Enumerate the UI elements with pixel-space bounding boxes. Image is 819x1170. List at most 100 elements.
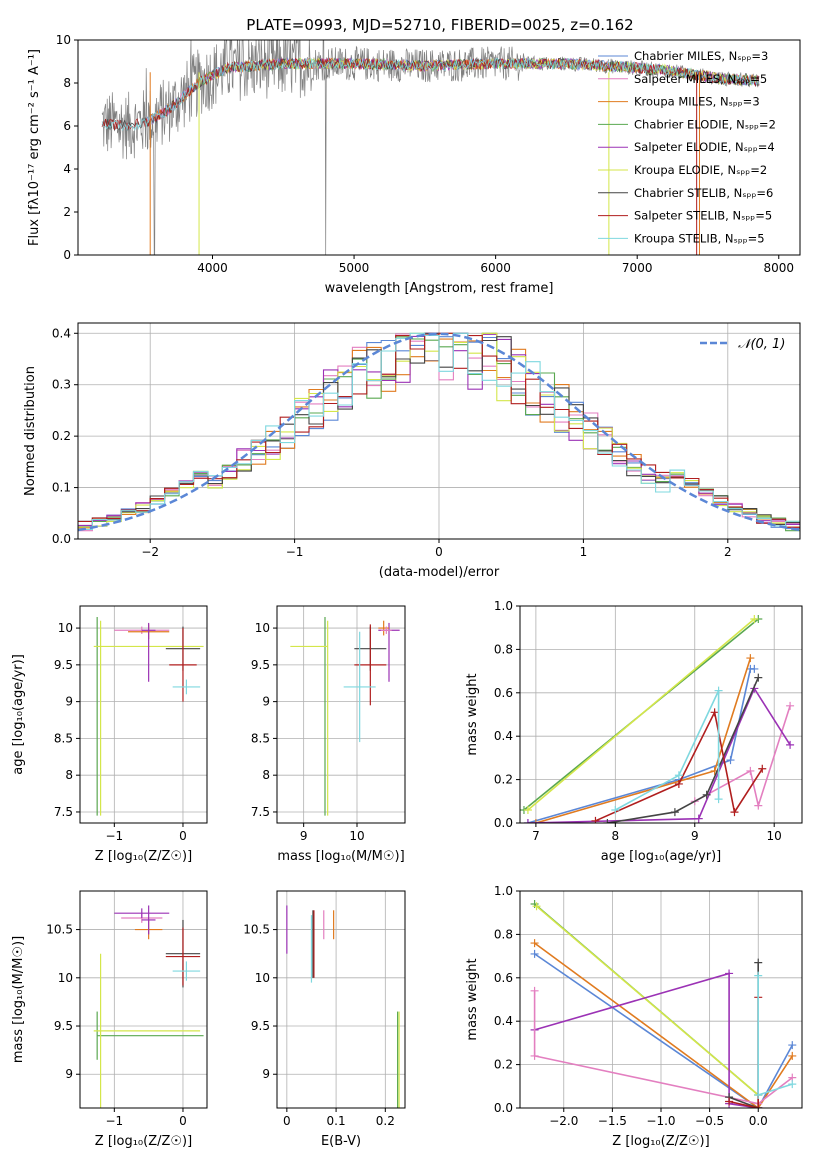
y-tick-label: 0.4: [494, 729, 513, 743]
x-tick-label: −1: [286, 545, 304, 559]
y-tick-label: 0.0: [494, 816, 513, 830]
x-axis-label: age [log₁₀(age/yr)]: [601, 849, 722, 864]
model-spectrum: [101, 57, 760, 131]
y-tick-label: 7.5: [54, 805, 73, 819]
panel-spectrum: 4000 5000 6000 7000 8000 0 2 4 6 8 10 wavelength [A…: [27, 33, 801, 296]
legend-label: Chabrier MILES, Nₛₚₚ=3: [634, 49, 768, 63]
y-tick-label: 10.5: [243, 923, 270, 937]
y-tick-label: 0: [63, 248, 71, 262]
weight-line: [728, 962, 759, 1108]
x-tick-label: −1: [105, 1114, 123, 1128]
weight-marker: [714, 795, 723, 804]
y-axis-label: mass [log₁₀(M/M☉)]: [11, 936, 26, 1063]
weight-marker: [746, 766, 755, 775]
x-tick-label: 8: [612, 829, 620, 843]
x-tick-label: 7000: [622, 261, 653, 275]
x-tick-label: −1.0: [646, 1114, 675, 1128]
weight-marker: [746, 654, 755, 663]
y-axis-label: mass weight: [465, 673, 480, 755]
weight-marker: [788, 1080, 797, 1089]
panel-residuals: −2 −1 0 1 2 0.0 0.1 0.2 0.3 0.4 (data-model)/error…: [23, 322, 801, 580]
y-tick-label: 9: [262, 695, 270, 709]
weight-marker: [754, 1090, 763, 1099]
y-tick-label: 0.2: [494, 1058, 513, 1072]
weight-marker: [523, 819, 532, 823]
x-tick-label: 10: [767, 829, 782, 843]
x-axis-label: wavelength [Angstrom, rest frame]: [325, 281, 554, 296]
plot-area: [520, 615, 795, 823]
legend-label: 𝒩(0, 1): [738, 337, 785, 352]
weight-marker: [710, 708, 719, 717]
y-tick-label: 8.5: [54, 731, 73, 745]
plot-area: [93, 905, 204, 1108]
axes-frame: [276, 890, 406, 1109]
weight-marker: [670, 808, 679, 817]
y-tick-label: 9.5: [54, 658, 73, 672]
y-tick-label: 9: [262, 1067, 270, 1081]
x-tick-label: 6000: [480, 261, 511, 275]
legend-label: Kroupa MILES, Nₛₚₚ=3: [634, 95, 760, 109]
legend-label: Chabrier STELIB, Nₛₚₚ=6: [634, 186, 773, 200]
x-tick-label: 7: [532, 829, 540, 843]
weight-marker: [702, 790, 711, 799]
y-tick-label: 0.8: [494, 927, 513, 941]
x-axis-label: (data-model)/error: [379, 565, 500, 580]
y-tick-label: 0.6: [494, 686, 513, 700]
weight-marker: [530, 949, 539, 958]
weight-marker: [530, 986, 539, 995]
y-tick-label: 1.0: [494, 884, 513, 898]
y-tick-label: 6: [63, 119, 71, 133]
weight-marker: [531, 819, 540, 823]
y-tick-label: 0.4: [494, 1014, 513, 1028]
y-tick-label: 1.0: [494, 599, 513, 613]
legend-label: Kroupa STELIB, Nₛₚₚ=5: [634, 231, 765, 245]
y-axis-label: Normed distribution: [23, 366, 38, 496]
y-tick-label: 10: [255, 621, 270, 635]
legend-label: Kroupa ELODIE, Nₛₚₚ=2: [634, 163, 767, 177]
legend-label: Salpeter ELODIE, Nₛₚₚ=4: [634, 140, 775, 154]
weight-line: [534, 942, 793, 1108]
plot-area: [93, 617, 204, 816]
weight-line: [533, 990, 793, 1105]
legend-label: Chabrier ELODIE, Nₛₚₚ=2: [634, 117, 776, 131]
weight-marker: [788, 1051, 797, 1060]
y-tick-label: 0.2: [494, 773, 513, 787]
model-spectrum: [101, 57, 760, 132]
panel-weight-vs-Z: −2.0 −1.5 −1.0 −0.5 0.0 0.0 0.2 0.4 0.6 0.8 1.0 Z […: [465, 884, 803, 1149]
weight-marker: [532, 902, 541, 911]
y-axis-label: Flux [fλ10⁻¹⁷ erg cm⁻² s⁻¹ A⁻¹]: [27, 49, 42, 246]
axes-frame: [79, 605, 208, 824]
weight-marker: [788, 1041, 797, 1050]
y-tick-label: 0.0: [52, 532, 71, 546]
plot-area: [290, 617, 400, 816]
weight-marker: [530, 1051, 539, 1060]
y-tick-label: 9: [65, 695, 73, 709]
x-axis-label: E(B-V): [321, 1134, 361, 1149]
y-tick-label: 0.4: [52, 326, 71, 340]
panel-mass-vs-ebv: 0 0.1 0.2 9 9.5 10 10.5 E(B-V): [243, 890, 406, 1149]
weight-marker: [750, 615, 759, 624]
weight-line: [607, 677, 760, 823]
axes-frame: [77, 39, 801, 256]
weight-marker: [523, 805, 532, 814]
x-tick-label: 0: [435, 545, 443, 559]
x-tick-label: 0: [179, 829, 187, 843]
y-tick-label: 8: [65, 768, 73, 782]
y-axis-label: age [log₁₀(age/yr)]: [11, 654, 26, 775]
legend-label: Salpeter STELIB, Nₛₚₚ=5: [634, 209, 772, 223]
y-axis-label: mass weight: [465, 958, 480, 1040]
y-tick-label: 0.3: [52, 378, 71, 392]
plot-area: [78, 332, 800, 532]
y-tick-label: 8: [262, 768, 270, 782]
weight-marker: [726, 756, 735, 765]
weight-marker: [730, 808, 739, 817]
x-tick-label: 4000: [197, 261, 228, 275]
panel-mass-vs-Z: −1 0 9 9.5 10 10.5 Z [log₁₀(Z/Z☉)] mass [log₁₀(…: [11, 890, 208, 1149]
weight-marker: [611, 805, 620, 814]
weight-line: [527, 618, 755, 811]
weight-marker: [694, 814, 703, 823]
y-tick-label: 2: [63, 205, 71, 219]
y-tick-label: 10: [56, 33, 71, 47]
weight-marker: [786, 740, 795, 749]
